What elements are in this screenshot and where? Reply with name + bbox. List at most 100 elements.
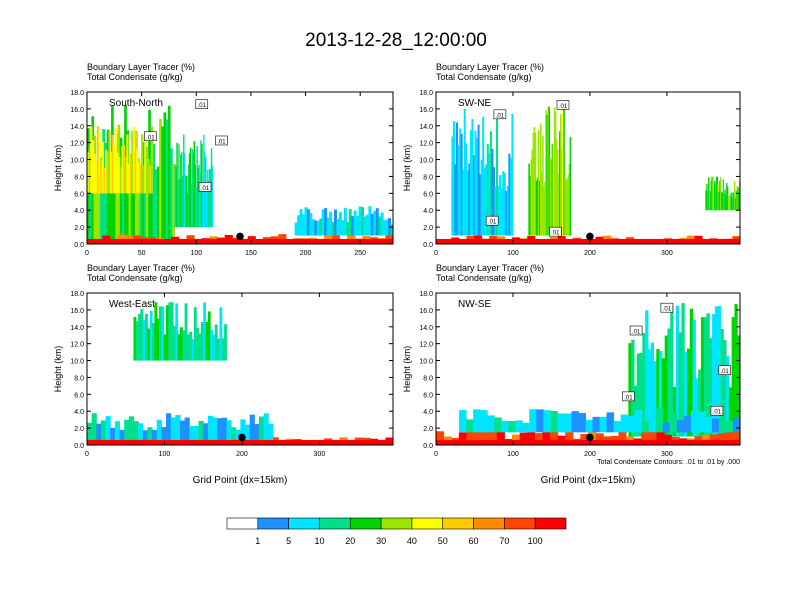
contour-label: .01 [551, 231, 560, 237]
field-cell [231, 427, 237, 441]
y-tick-label: 18.0 [419, 90, 433, 97]
field-cell [186, 192, 189, 228]
field-cell [111, 134, 114, 194]
field-cell [166, 413, 172, 441]
y-tick-label: 14.0 [70, 124, 84, 131]
field-cell [578, 413, 586, 433]
field-cell [145, 313, 148, 361]
field-cell [634, 409, 643, 433]
field-cell [98, 132, 101, 194]
field-cell [154, 302, 158, 361]
field-cell [545, 110, 547, 236]
panel-subtitle-2: Total Condensate (g/kg) [436, 72, 532, 82]
field-cell [487, 415, 495, 433]
panel-subtitle-1: Boundary Layer Tracer (%) [87, 62, 195, 72]
contour-label-box [660, 302, 674, 313]
field-cell [705, 190, 707, 211]
field-cell [219, 307, 223, 361]
field-cell [641, 420, 650, 433]
field-cell [212, 417, 218, 441]
contour-label: .01 [198, 103, 207, 109]
field-cell [178, 144, 180, 228]
field-cell [358, 206, 362, 236]
y-tick-label: 0.0 [423, 242, 433, 249]
field-cell [361, 207, 364, 236]
x-tick-label: 200 [236, 451, 248, 458]
y-tick-label: 2.0 [74, 426, 84, 433]
field-cell [121, 146, 124, 194]
field-cell [555, 139, 558, 236]
field-cell [656, 428, 665, 445]
field-cell [156, 166, 160, 242]
field-cell [714, 185, 717, 211]
field-cell [557, 173, 560, 236]
field-cell [491, 149, 494, 236]
field-cell [733, 192, 735, 211]
field-cell [128, 416, 134, 441]
field-cell [481, 430, 490, 445]
field-cell [519, 432, 528, 445]
field-cell [177, 180, 179, 228]
panel-frame [435, 292, 741, 446]
field-cell [550, 159, 553, 236]
field-cell [121, 147, 125, 242]
field-cell [183, 134, 185, 228]
field-cell [723, 339, 727, 437]
field-cell [184, 303, 188, 361]
field-cell [692, 319, 696, 437]
field-cell [564, 413, 572, 433]
field-cell [707, 177, 710, 211]
field-cell [152, 430, 158, 441]
field-cell [662, 422, 671, 433]
field-cell [100, 161, 103, 194]
field-cell [87, 152, 90, 194]
field-cell [711, 418, 720, 433]
panel-frame [86, 292, 394, 446]
field-cell [712, 313, 716, 437]
field-cell [128, 166, 132, 242]
field-cell [736, 185, 738, 211]
field-cell [684, 351, 688, 437]
y-tick-label: 14.0 [70, 325, 84, 332]
field-cell [146, 146, 149, 194]
field-cell [528, 163, 530, 236]
y-tick-label: 0.0 [74, 443, 84, 450]
field-cell [686, 348, 691, 437]
field-cell [731, 197, 733, 211]
y-tick-label: 10.0 [70, 158, 84, 165]
x-tick-label: 150 [245, 250, 257, 257]
colorbar-label: 100 [528, 536, 543, 546]
field-cell [595, 433, 604, 445]
field-cell [466, 429, 475, 445]
field-cell [702, 434, 711, 445]
field-cell [480, 159, 483, 236]
field-cell [116, 152, 119, 194]
field-cell [725, 420, 734, 433]
field-cell [196, 328, 200, 361]
field-cell [103, 167, 106, 194]
field-cell [119, 429, 125, 441]
contour-label-box [556, 100, 570, 110]
field-cell [456, 122, 459, 236]
field-cell [304, 207, 308, 236]
field-cell [531, 149, 534, 236]
field-cell [365, 214, 369, 236]
field-cell [198, 164, 200, 228]
field-cell [193, 426, 200, 441]
field-cell [737, 187, 739, 211]
x-tick-label: 100 [190, 250, 202, 257]
field-cell [268, 423, 274, 441]
field-cell [319, 218, 323, 236]
contour-label-box [622, 391, 635, 402]
field-cell [136, 148, 139, 194]
field-cell [667, 328, 671, 437]
field-cell [494, 417, 502, 433]
field-cell [141, 134, 144, 194]
field-cell [240, 419, 246, 441]
field-cell [489, 131, 492, 236]
y-tick-label: 8.0 [423, 375, 433, 382]
field-cell [720, 328, 724, 437]
field-cell [709, 434, 718, 445]
colorbar-swatch [380, 517, 413, 530]
field-cell [709, 191, 712, 211]
